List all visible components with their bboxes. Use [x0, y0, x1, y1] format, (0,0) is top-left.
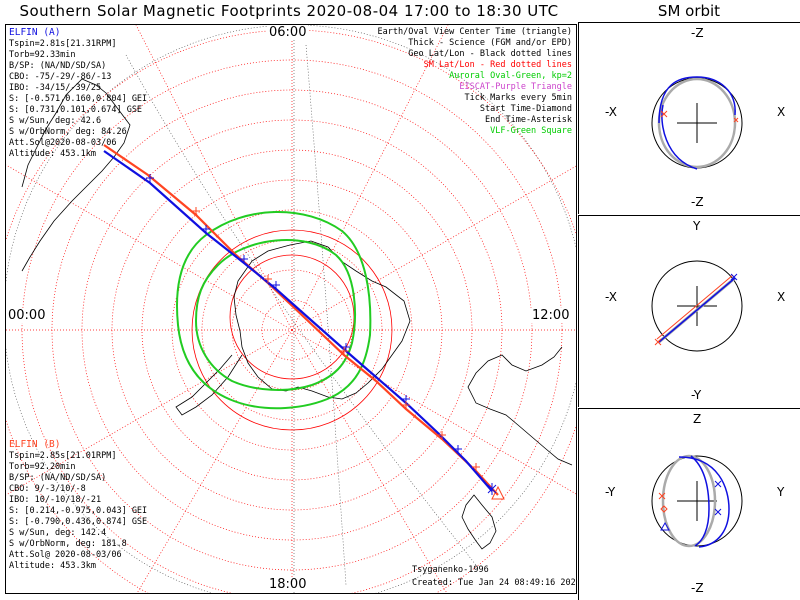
- geo-grid: [6, 25, 576, 593]
- model-credit: Tsyganenko-1996: [412, 565, 489, 575]
- elfin-b-info-line: Att.Sol@ 2020-08-03/06: [9, 550, 122, 560]
- elfin-a-name: ELFIN (A): [9, 27, 61, 38]
- hour-label-12: 12:00: [530, 308, 572, 323]
- legend-entry: Auroral Oval-Green, kp=2: [449, 71, 572, 81]
- auroral-oval-inner: [194, 239, 356, 391]
- sm-xz-left: -X: [605, 105, 617, 119]
- sm-plot-xz: [651, 76, 743, 170]
- sm-yz-right: Y: [777, 485, 785, 499]
- elfin-a-info-line: Altitude: 453.1km: [9, 149, 96, 159]
- elfin-a-info-line: S: [-0.571,0.160,0.804] GEI: [9, 94, 148, 104]
- sm-plot-xy: [651, 260, 743, 352]
- elfin-a-info-line: B/SP: (NA/ND/SD/SA): [9, 61, 107, 71]
- legend-entry: SM Lat/Lon - Red dotted lines: [423, 60, 572, 70]
- elfin-b-name: ELFIN (B): [9, 439, 61, 450]
- legend: Earth/Oval View Center Time (triangle) Th…: [378, 27, 572, 137]
- australia-coastline: [461, 494, 497, 550]
- sm-orbit-title: SM orbit: [657, 2, 721, 20]
- legend-entry: VLF-Green Square: [490, 126, 572, 136]
- elfin-a-end-asterisk: [487, 483, 497, 495]
- elfin-a-track: [103, 150, 493, 492]
- elfin-b-info-line: CBO: 9/-3/10/-8: [9, 484, 86, 494]
- sm-panel-xz: -Z -Z -X X: [578, 22, 800, 214]
- elfin-a-info-line: IBO: -34/15/-39/25: [9, 83, 102, 93]
- sm-xy-bottom: -Y: [691, 388, 702, 402]
- sm-pole-circle: [229, 254, 355, 380]
- sm-xz-bottom: -Z: [691, 195, 704, 209]
- sm-xy-left: -X: [605, 290, 617, 304]
- elfin-b-info-line: S: [-0.790,0.436,0.874] GSE: [9, 517, 148, 527]
- legend-entry: Earth/Oval View Center Time (triangle): [377, 27, 572, 37]
- elfin-b-info-line: IBO: 10/-10/18/-21: [9, 495, 102, 505]
- legend-entry: Geo Lat/Lon - Black dotted lines: [408, 49, 572, 59]
- elfin-a-info-line: CBO: -75/-29/-86/-13: [9, 72, 112, 82]
- sm-yz-left: -Y: [605, 485, 616, 499]
- elfin-b-track: [103, 144, 499, 496]
- auroral-oval-outer: [176, 211, 372, 410]
- legend-entry: Tick Marks every 5min: [464, 93, 572, 103]
- sm-xy-top: Y: [693, 219, 701, 233]
- elfin-a-info-line: S w/Sun, deg: 42.6: [9, 116, 102, 126]
- south-america-coastline: [21, 78, 131, 272]
- elfin-b-info-line: Torb=92.20min: [9, 462, 76, 472]
- hour-label-00: 00:00: [6, 308, 48, 323]
- elfin-a-info: Tspin=2.81s[21.31RPM] Torb=92.33min B/SP: …: [9, 39, 147, 160]
- elfin-a-info-line: Att.Sol@2020-08-03/06: [9, 138, 117, 148]
- legend-entry: Start Time-Diamond: [479, 104, 572, 114]
- africa-coastline: [467, 346, 573, 466]
- hour-label-06: 06:00: [267, 25, 309, 40]
- hour-label-18: 18:00: [267, 577, 309, 592]
- footprint-map-panel: 06:00 00:00 12:00 18:00 ELFIN (A) Tspin=…: [5, 24, 577, 594]
- sm-yz-bottom: -Z: [691, 581, 704, 595]
- legend-entry: EISCAT-Purple Triangle: [459, 82, 572, 92]
- elfin-b-info-line: B/SP: (NA/ND/SD/SA): [9, 473, 107, 483]
- sm-yz-top: Z: [693, 412, 702, 426]
- sm-panel-yz: Z -Z -Y Y: [578, 408, 800, 600]
- legend-entry: End Time-Asterisk: [485, 115, 572, 125]
- elfin-a-info-line: S w/OrbNorm, deg: 84.26: [9, 127, 127, 137]
- view-center-triangle: [491, 485, 505, 500]
- sm-orbit-panels: -Z -Z -X X Y -Y -X X: [578, 22, 800, 600]
- sm-60-circle: [191, 229, 393, 431]
- elfin-b-tick-marks: [192, 207, 480, 471]
- elfin-a-info-line: Tspin=2.81s[21.31RPM]: [9, 39, 117, 49]
- elfin-a-info-line: Torb=92.33min: [9, 50, 76, 60]
- footprint-map: [6, 25, 576, 593]
- sm-xy-right: X: [777, 290, 786, 304]
- elfin-b-info-line: Tspin=2.85s[21.01RPM]: [9, 451, 117, 461]
- elfin-b-info-line: S w/Sun, deg: 142.4: [9, 528, 107, 538]
- elfin-b-info-line: S: [0.214,-0.975,0.043] GEI: [9, 506, 148, 516]
- sm-xz-right: X: [777, 105, 786, 119]
- elfin-a-info-line: S: [0.731,0.101,0.674] GSE: [9, 105, 143, 115]
- legend-entry: Thick - Science (FGM and/or EPD): [408, 38, 572, 48]
- elfin-b-info-line: Altitude: 453.3km: [9, 561, 96, 571]
- sm-panel-xy: Y -Y -X X: [578, 215, 800, 407]
- created-timestamp: Created: Tue Jan 24 08:49:16 2023: [412, 578, 577, 588]
- page-title: Southern Solar Magnetic Footprints 2020-…: [19, 2, 559, 20]
- sm-plot-yz: [651, 454, 743, 548]
- elfin-b-info: Tspin=2.85s[21.01RPM] Torb=92.20min B/SP: …: [9, 451, 147, 572]
- elfin-b-info-line: S w/OrbNorm, deg: 181.8: [9, 539, 127, 549]
- sm-xz-top: -Z: [691, 26, 704, 40]
